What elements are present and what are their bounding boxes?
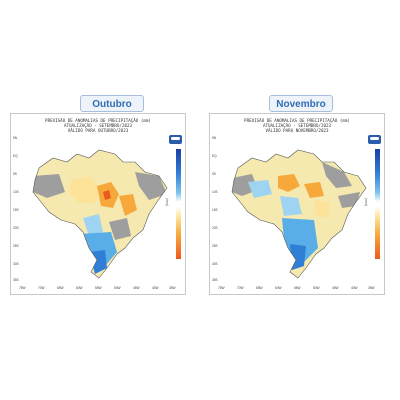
weak-dry-area [69, 176, 101, 204]
lon-label: 35W [169, 286, 176, 290]
brazil-outline [231, 149, 367, 279]
lat-label: 5S [13, 172, 17, 176]
institution-logo [368, 135, 381, 144]
no-signal-area [33, 174, 65, 198]
lon-label: 70W [38, 286, 45, 290]
lon-label: 45W [332, 286, 339, 290]
map-subtitle-update: ATUALIZAÇÃO - SETEMBRO/2023 [262, 123, 332, 128]
map-panel-outubro: PREVISÃO DE ANOMALIAS DE PRECIPITAÇÃO (m… [10, 113, 186, 295]
lat-label: 15S [13, 208, 19, 212]
lat-label: 15S [212, 208, 218, 212]
lat-label: EQ [13, 154, 18, 158]
lat-label: 10S [212, 190, 218, 194]
map-title: PREVISÃO DE ANOMALIAS DE PRECIPITAÇÃO (m… [244, 118, 350, 123]
lon-label: 40W [152, 286, 159, 290]
map-subtitle-update: ATUALIZAÇÃO - SETEMBRO/2023 [63, 123, 133, 128]
brazil-outline [32, 149, 168, 279]
lon-label: 75W [19, 286, 26, 290]
lon-label: 45W [133, 286, 140, 290]
lat-label: 5N [13, 136, 18, 140]
neutral-area [33, 150, 167, 278]
lat-label: 30S [212, 262, 218, 266]
month-label-outubro: Outubro [80, 95, 144, 112]
map-panel-novembro: PREVISÃO DE ANOMALIAS DE PRECIPITAÇÃO (m… [209, 113, 385, 295]
lon-label: 50W [114, 286, 121, 290]
strong-dry-area [103, 190, 111, 200]
map-subtitle-valid: VÁLIDO PARA NOVEMBRO/2023 [265, 128, 329, 133]
no-signal-area [135, 172, 167, 200]
month-label-novembro: Novembro [269, 95, 333, 112]
lat-label: 25S [13, 244, 19, 248]
lon-label: 60W [76, 286, 83, 290]
lon-label: 55W [294, 286, 301, 290]
lat-label: 35S [13, 278, 19, 282]
colorbar-unit: (mm) [165, 198, 169, 207]
lon-label: 70W [237, 286, 244, 290]
no-signal-area [109, 218, 131, 240]
weak-wet-area [83, 214, 103, 236]
dry-area [119, 194, 137, 216]
lat-label: 30S [13, 262, 19, 266]
lat-label: 20S [13, 226, 19, 230]
lat-label: 35S [212, 278, 218, 282]
lat-label: EQ [212, 154, 217, 158]
weak-wet-area [248, 180, 272, 198]
lon-label: 55W [95, 286, 102, 290]
dry-area [304, 182, 324, 198]
brazil-anomaly-map [32, 149, 168, 279]
institution-logo [169, 135, 182, 144]
lon-label: 75W [218, 286, 225, 290]
weak-wet-area [280, 196, 302, 216]
lat-label: 10S [13, 190, 19, 194]
lat-label: 5N [212, 136, 217, 140]
lon-label: 40W [351, 286, 358, 290]
lat-label: 5S [212, 172, 216, 176]
map-subtitle-valid: VÁLIDO PARA OUTUBRO/2023 [67, 128, 129, 133]
map-title: PREVISÃO DE ANOMALIAS DE PRECIPITAÇÃO (m… [45, 118, 151, 123]
lon-label: 35W [368, 286, 375, 290]
lon-label: 65W [256, 286, 263, 290]
lon-label: 60W [275, 286, 282, 290]
lon-label: 50W [313, 286, 320, 290]
lat-label: 20S [212, 226, 218, 230]
strong-wet-area [290, 244, 306, 270]
weak-dry-area [314, 200, 330, 218]
no-signal-area [322, 162, 352, 188]
colorbar [375, 149, 380, 259]
dry-area [278, 174, 300, 192]
colorbar-unit: (mm) [364, 198, 368, 207]
lat-label: 25S [212, 244, 218, 248]
colorbar [176, 149, 181, 259]
brazil-anomaly-map [231, 149, 367, 279]
lon-label: 65W [57, 286, 64, 290]
